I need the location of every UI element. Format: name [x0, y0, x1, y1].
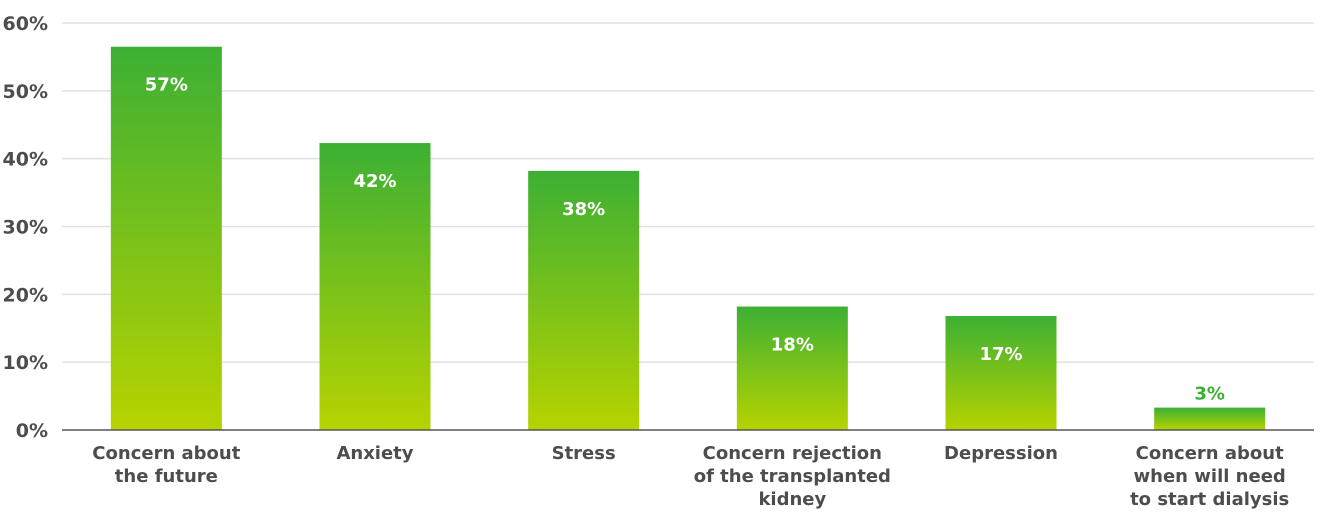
category-label: Concern about: [92, 443, 240, 464]
category-label: the future: [115, 466, 218, 487]
category-label: Concern about: [1136, 443, 1284, 464]
bar: [319, 143, 431, 430]
bar-value-label: 3%: [1194, 384, 1225, 405]
category-label: kidney: [758, 489, 826, 510]
y-tick-label: 60%: [3, 13, 48, 35]
bar-value-label: 38%: [562, 199, 605, 220]
y-tick-label: 30%: [3, 217, 48, 239]
bar-value-label: 42%: [353, 171, 396, 192]
category-label: to start dialysis: [1130, 489, 1289, 510]
bar: [945, 316, 1057, 430]
y-axis-ticks: 0% 10% 20% 30% 40% 50% 60%: [3, 13, 48, 442]
y-tick-label: 50%: [3, 81, 48, 103]
bar-value-label: 18%: [771, 335, 814, 356]
bar: [1154, 407, 1266, 430]
bar-value-label: 17%: [979, 344, 1022, 365]
bars: 57% 42% 38% 18% 17% 3%: [110, 46, 1266, 431]
category-label: Stress: [552, 443, 616, 464]
category-label: Anxiety: [336, 443, 413, 464]
bar-value-label: 57%: [145, 75, 188, 96]
bar: [736, 306, 848, 430]
y-tick-label: 20%: [3, 284, 48, 306]
y-tick-label: 10%: [3, 352, 48, 374]
y-tick-label: 40%: [3, 149, 48, 171]
y-tick-label: 0%: [16, 420, 48, 442]
bar: [528, 170, 640, 431]
category-label: Depression: [944, 443, 1058, 464]
bar: [110, 46, 222, 430]
gridlines: [62, 22, 1314, 363]
category-label: Concern rejection: [703, 443, 882, 464]
category-label: when will need: [1134, 466, 1286, 487]
category-label: of the transplanted: [694, 466, 891, 487]
